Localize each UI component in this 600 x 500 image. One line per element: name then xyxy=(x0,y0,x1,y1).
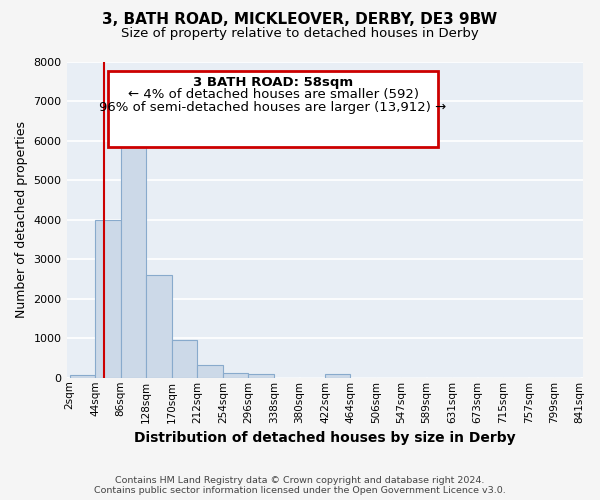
Y-axis label: Number of detached properties: Number of detached properties xyxy=(15,121,28,318)
X-axis label: Distribution of detached houses by size in Derby: Distribution of detached houses by size … xyxy=(134,431,515,445)
Text: 96% of semi-detached houses are larger (13,912) →: 96% of semi-detached houses are larger (… xyxy=(100,101,446,114)
Text: Size of property relative to detached houses in Derby: Size of property relative to detached ho… xyxy=(121,28,479,40)
Bar xyxy=(325,374,350,378)
Bar xyxy=(70,376,95,378)
Text: 3 BATH ROAD: 58sqm: 3 BATH ROAD: 58sqm xyxy=(193,76,353,88)
Bar xyxy=(95,220,121,378)
Bar xyxy=(146,275,172,378)
Bar xyxy=(121,117,146,378)
Text: ← 4% of detached houses are smaller (592): ← 4% of detached houses are smaller (592… xyxy=(128,88,419,102)
Text: 3, BATH ROAD, MICKLEOVER, DERBY, DE3 9BW: 3, BATH ROAD, MICKLEOVER, DERBY, DE3 9BW xyxy=(103,12,497,28)
Bar xyxy=(172,340,197,378)
Bar xyxy=(197,365,223,378)
FancyBboxPatch shape xyxy=(108,71,438,147)
Bar xyxy=(248,374,274,378)
Bar xyxy=(223,372,248,378)
Text: Contains HM Land Registry data © Crown copyright and database right 2024.
Contai: Contains HM Land Registry data © Crown c… xyxy=(94,476,506,495)
